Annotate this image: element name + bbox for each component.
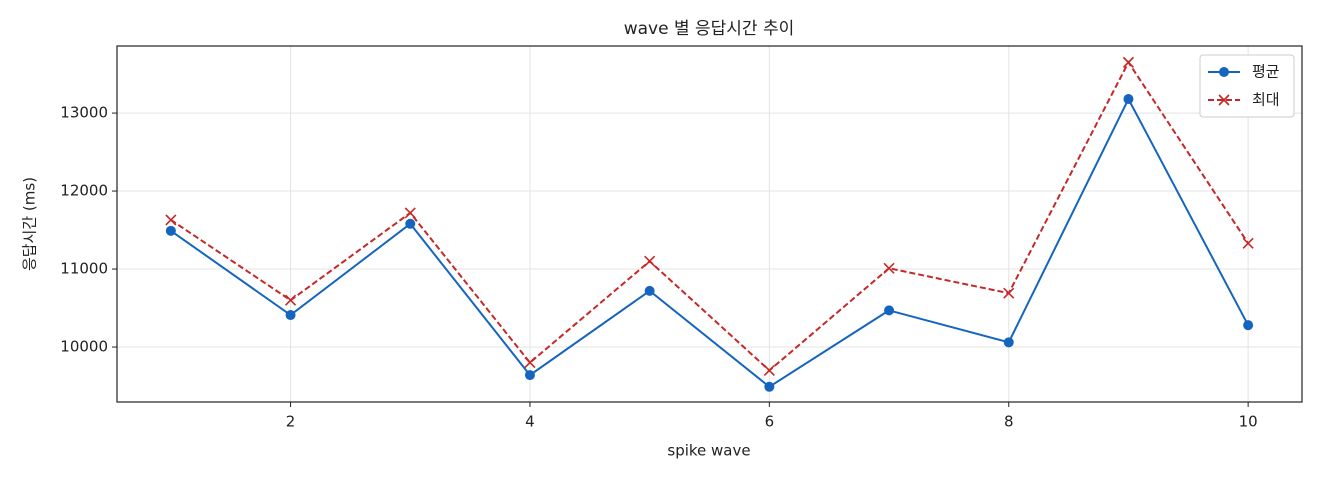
marker xyxy=(165,214,177,226)
legend-label: 평균 xyxy=(1252,63,1280,81)
y-tick-label: 10000 xyxy=(60,338,108,356)
x-tick-label: 6 xyxy=(765,413,775,431)
marker xyxy=(285,310,296,321)
legend-box xyxy=(1199,54,1295,118)
marker xyxy=(1242,237,1254,249)
chart-title: wave 별 응답시간 추이 xyxy=(624,19,795,39)
series-line xyxy=(170,60,1249,372)
x-tick-label: 10 xyxy=(1239,413,1258,431)
marker xyxy=(405,218,416,229)
marker xyxy=(644,255,656,267)
marker xyxy=(1218,94,1230,106)
y-tick-label: 12000 xyxy=(60,182,108,200)
x-tick-label: 2 xyxy=(286,413,296,431)
marker xyxy=(644,285,655,296)
marker xyxy=(1123,94,1134,105)
marker xyxy=(1243,320,1254,331)
plot xyxy=(165,56,1254,392)
marker xyxy=(284,294,297,306)
grid xyxy=(117,46,1302,402)
legend-label: 최대 xyxy=(1252,91,1280,109)
x-tick-label: 8 xyxy=(1004,413,1014,431)
x-axis-label: spike wave xyxy=(667,442,750,460)
y-axis-label: 응답시간 (ms) xyxy=(21,177,39,271)
x-tick-label: 4 xyxy=(525,413,535,431)
y-tick-label: 13000 xyxy=(60,104,108,122)
marker xyxy=(884,305,895,316)
marker xyxy=(524,370,535,381)
series-line xyxy=(170,96,1250,389)
marker xyxy=(764,381,775,392)
marker xyxy=(1003,287,1015,299)
marker xyxy=(165,225,176,236)
marker xyxy=(1003,337,1014,348)
marker xyxy=(883,262,895,274)
marker xyxy=(404,207,416,219)
marker xyxy=(1122,56,1135,68)
y-tick-label: 11000 xyxy=(60,260,108,278)
marker xyxy=(524,357,536,369)
marker xyxy=(1219,67,1229,77)
plot-frame xyxy=(116,45,1303,403)
marker xyxy=(763,364,775,376)
